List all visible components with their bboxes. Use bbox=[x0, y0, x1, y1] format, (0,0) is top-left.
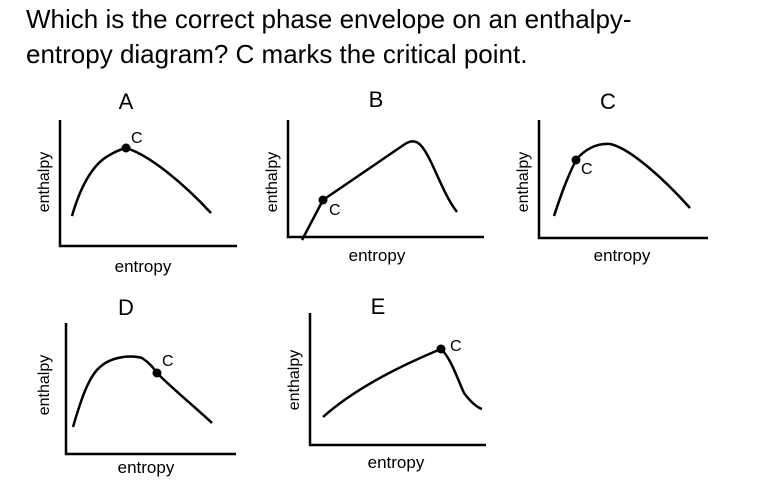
option-a-label: A bbox=[119, 89, 134, 114]
option-d-envelope-curve bbox=[71, 355, 213, 428]
option-d-axes bbox=[64, 323, 236, 456]
option-b-y-axis-label: enthalpy bbox=[264, 152, 281, 213]
option-e-panel[interactable]: E C enthalpy entropy bbox=[250, 285, 500, 485]
option-c-label: C bbox=[600, 89, 616, 114]
option-a-envelope-curve bbox=[70, 146, 212, 217]
option-c-axes bbox=[537, 120, 708, 240]
option-d-diagram: D C enthalpy entropy bbox=[36, 295, 236, 477]
option-a-y-axis-label: enthalpy bbox=[36, 152, 53, 213]
option-d-critical-label: C bbox=[162, 353, 174, 370]
option-e-diagram: E C enthalpy entropy bbox=[286, 294, 486, 472]
question-line-2: entropy diagram? C marks the critical po… bbox=[26, 39, 528, 69]
option-b-envelope-curve bbox=[300, 140, 458, 241]
option-b-critical-label: C bbox=[329, 202, 341, 219]
option-e-envelope-curve bbox=[322, 347, 483, 418]
option-b-critical-point bbox=[318, 195, 328, 205]
option-a-panel[interactable]: A C enthalpy entropy bbox=[0, 80, 250, 280]
option-a-x-axis-label: entropy bbox=[115, 257, 172, 276]
option-a-diagram: A C enthalpy entropy bbox=[36, 89, 237, 276]
option-c-critical-label: C bbox=[581, 161, 593, 178]
option-c-envelope-curve bbox=[552, 142, 691, 217]
question-text: Which is the correct phase envelope on a… bbox=[26, 2, 756, 72]
option-b-x-axis-label: entropy bbox=[349, 246, 406, 265]
option-e-axes bbox=[308, 313, 486, 447]
option-e-y-axis-label: enthalpy bbox=[286, 350, 303, 411]
option-c-x-axis-label: entropy bbox=[594, 246, 651, 265]
option-d-label: D bbox=[118, 295, 134, 320]
option-e-x-axis-label: entropy bbox=[368, 453, 425, 472]
option-a-critical-point bbox=[121, 143, 131, 153]
option-a-critical-label: C bbox=[131, 130, 143, 147]
option-d-panel[interactable]: D C enthalpy entropy bbox=[0, 285, 250, 485]
option-e-critical-label: C bbox=[450, 338, 462, 355]
option-d-x-axis-label: entropy bbox=[118, 458, 175, 477]
option-c-critical-point bbox=[571, 155, 581, 165]
option-d-y-axis-label: enthalpy bbox=[36, 355, 53, 416]
option-b-diagram: B C enthalpy entropy bbox=[264, 87, 484, 265]
option-e-label: E bbox=[371, 294, 386, 319]
option-b-axes bbox=[286, 120, 484, 239]
option-e-critical-point bbox=[436, 344, 446, 354]
option-c-diagram: C C enthalpy entropy bbox=[515, 89, 708, 265]
option-a-axes bbox=[58, 120, 237, 248]
question-line-1: Which is the correct phase envelope on a… bbox=[26, 4, 632, 34]
option-c-y-axis-label: enthalpy bbox=[515, 152, 532, 213]
option-c-panel[interactable]: C C enthalpy entropy bbox=[500, 80, 750, 280]
option-b-label: B bbox=[369, 87, 384, 112]
option-d-critical-point bbox=[152, 368, 162, 378]
option-b-panel[interactable]: B C enthalpy entropy bbox=[250, 80, 500, 280]
